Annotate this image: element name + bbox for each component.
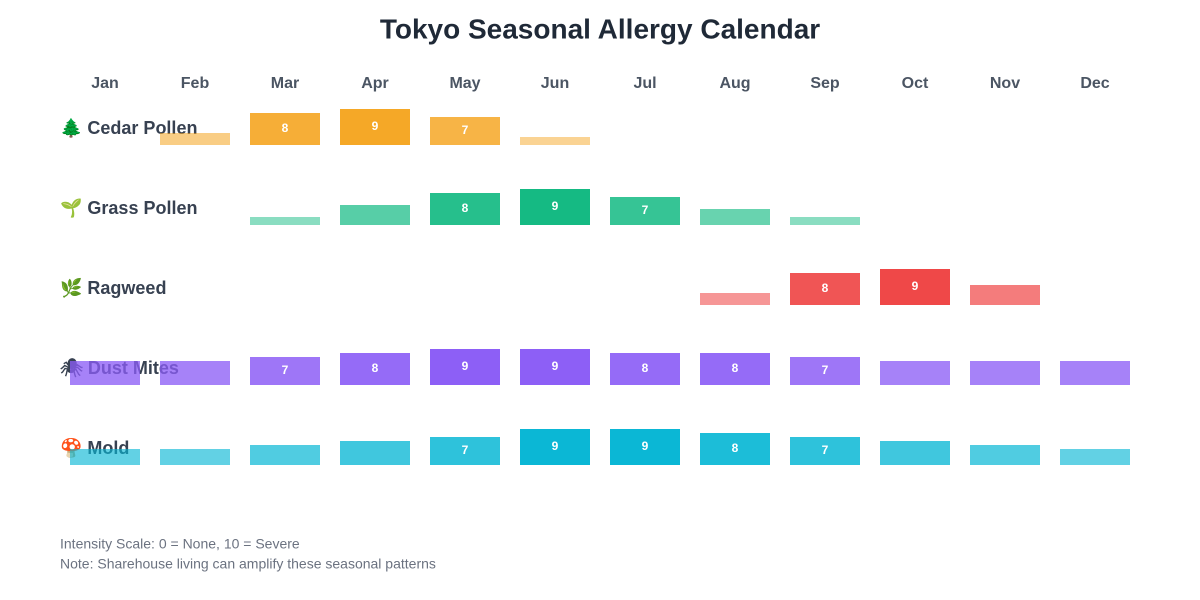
intensity-bar	[160, 133, 230, 145]
month-label: May	[449, 75, 480, 92]
value-label: 8	[282, 121, 289, 135]
note: Intensity Scale: 0 = None, 10 = Severe	[60, 536, 300, 552]
intensity-bar	[790, 273, 860, 305]
intensity-bar	[520, 429, 590, 465]
note: Note: Sharehouse living can amplify thes…	[60, 556, 436, 572]
intensity-bar	[340, 353, 410, 385]
intensity-bar	[970, 361, 1040, 385]
value-label: 9	[372, 119, 379, 133]
month-label: Mar	[271, 75, 299, 92]
value-label: 7	[282, 363, 289, 377]
intensity-bar	[880, 269, 950, 305]
intensity-bar	[430, 193, 500, 225]
intensity-bar	[700, 433, 770, 465]
value-label: 8	[642, 361, 649, 375]
chart-title: Tokyo Seasonal Allergy Calendar	[380, 13, 820, 44]
intensity-bar	[250, 217, 320, 225]
intensity-bar	[340, 205, 410, 225]
value-label: 9	[552, 439, 559, 453]
intensity-bar	[610, 353, 680, 385]
value-label: 9	[552, 359, 559, 373]
month-label: Jul	[633, 75, 656, 92]
intensity-bar	[790, 217, 860, 225]
row-label: 🌲 Cedar Pollen	[60, 117, 197, 138]
intensity-bar	[70, 361, 140, 385]
intensity-bar	[160, 449, 230, 465]
intensity-bar	[520, 137, 590, 145]
intensity-bar	[1060, 361, 1130, 385]
intensity-bar	[880, 441, 950, 465]
month-label: Oct	[902, 75, 929, 92]
intensity-bar	[520, 349, 590, 385]
intensity-bar	[520, 189, 590, 225]
value-label: 7	[642, 203, 649, 217]
month-label: Sep	[810, 75, 840, 92]
value-label: 9	[642, 439, 649, 453]
value-label: 8	[732, 361, 739, 375]
intensity-bar	[970, 445, 1040, 465]
row-label: 🌿 Ragweed	[60, 277, 166, 298]
intensity-bar	[790, 357, 860, 385]
value-label: 8	[462, 201, 469, 215]
month-label: Jun	[541, 75, 569, 92]
intensity-bar	[340, 109, 410, 145]
value-label: 8	[822, 281, 829, 295]
intensity-bar	[70, 449, 140, 465]
intensity-bar	[430, 117, 500, 145]
value-label: 8	[732, 441, 739, 455]
value-label: 7	[822, 443, 829, 457]
intensity-bar	[880, 361, 950, 385]
intensity-bar	[430, 349, 500, 385]
intensity-bar	[790, 437, 860, 465]
value-label: 7	[462, 123, 469, 137]
month-label: Dec	[1080, 75, 1109, 92]
month-label: Nov	[990, 75, 1020, 92]
intensity-bar	[430, 437, 500, 465]
month-label: Aug	[719, 75, 750, 92]
intensity-bar	[250, 113, 320, 145]
value-label: 7	[462, 443, 469, 457]
month-label: Feb	[181, 75, 210, 92]
intensity-bar	[970, 285, 1040, 305]
intensity-bar	[610, 197, 680, 225]
month-label: Jan	[91, 75, 119, 92]
value-label: 9	[462, 359, 469, 373]
intensity-bar	[700, 209, 770, 225]
intensity-bar	[1060, 449, 1130, 465]
intensity-bar	[250, 357, 320, 385]
intensity-bar	[700, 293, 770, 305]
value-label: 9	[552, 199, 559, 213]
intensity-bar	[340, 441, 410, 465]
value-label: 7	[822, 363, 829, 377]
intensity-bar	[610, 429, 680, 465]
intensity-bar	[700, 353, 770, 385]
month-label: Apr	[361, 75, 389, 92]
value-label: 8	[372, 361, 379, 375]
intensity-bar	[250, 445, 320, 465]
intensity-bar	[160, 361, 230, 385]
row-label: 🌱 Grass Pollen	[60, 198, 197, 218]
value-label: 9	[912, 279, 919, 293]
